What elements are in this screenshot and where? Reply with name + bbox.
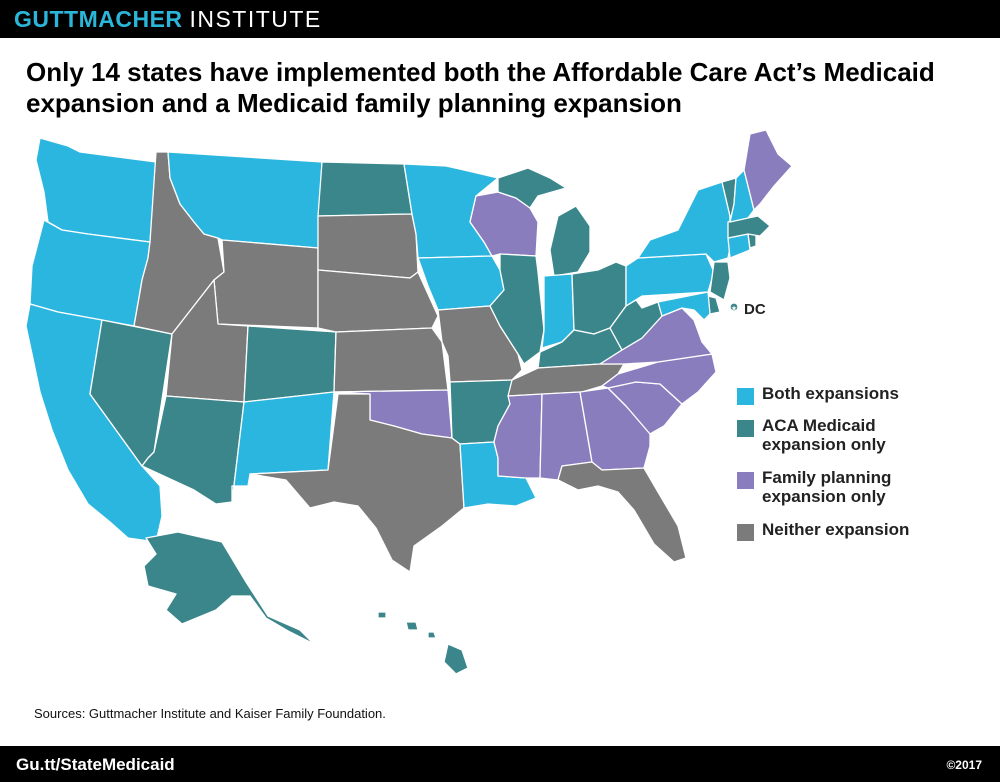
brand-suffix: INSTITUTE [189, 6, 322, 32]
state-il [489, 253, 545, 365]
legend-item-fp: Family planning expansion only [737, 468, 987, 512]
source-note: Sources: Guttmacher Institute and Kaiser… [34, 706, 386, 721]
state-nc [601, 353, 717, 405]
state-ne [317, 269, 439, 333]
legend-label-both: Both expansions [762, 384, 899, 403]
legend-swatch-fp [737, 472, 754, 489]
map-legend: Both expansions ACA Medicaid expansion o… [737, 384, 987, 552]
legend-item-both: Both expansions [737, 384, 987, 406]
state-co [243, 325, 337, 403]
us-map-svg: ★ [25, 130, 793, 675]
footer-url[interactable]: Gu.tt/StateMedicaid [16, 755, 175, 774]
state-me [743, 130, 793, 211]
header-bar: GUTTMACHER INSTITUTE [0, 0, 1000, 38]
state-hi [377, 611, 469, 675]
state-ny [637, 181, 731, 263]
state-ak [143, 531, 315, 645]
state-nm [231, 391, 335, 503]
footer-copyright: ©2017 [946, 758, 982, 772]
state-tx [249, 393, 465, 573]
footer-bar: Gu.tt/StateMedicaid ©2017 [0, 746, 1000, 782]
state-nd [317, 161, 413, 217]
state-sd [317, 213, 419, 279]
state-md [657, 291, 711, 321]
us-map: ★ [18, 130, 798, 700]
state-wy [213, 239, 319, 329]
state-fl [557, 461, 687, 563]
brand-logo: GUTTMACHER INSTITUTE [14, 7, 322, 31]
brand-name: GUTTMACHER [14, 6, 183, 32]
state-ks [333, 327, 449, 393]
map-title: Only 14 states have implemented both the… [26, 57, 935, 118]
state-mi [497, 167, 591, 277]
legend-label-fp: Family planning expansion only [762, 468, 892, 506]
state-ma [727, 215, 771, 239]
legend-swatch-neither [737, 524, 754, 541]
dc-star-icon: ★ [731, 305, 737, 313]
legend-label-neither: Neither expansion [762, 520, 910, 539]
dc-marker [729, 302, 739, 312]
state-nj [709, 261, 731, 301]
legend-swatch-aca [737, 420, 754, 437]
legend-label-aca: ACA Medicaid expansion only [762, 416, 886, 454]
legend-item-aca: ACA Medicaid expansion only [737, 416, 987, 460]
dc-label: DC [744, 301, 766, 318]
legend-item-neither: Neither expansion [737, 520, 987, 542]
state-ri [747, 233, 757, 249]
legend-swatch-both [737, 388, 754, 405]
